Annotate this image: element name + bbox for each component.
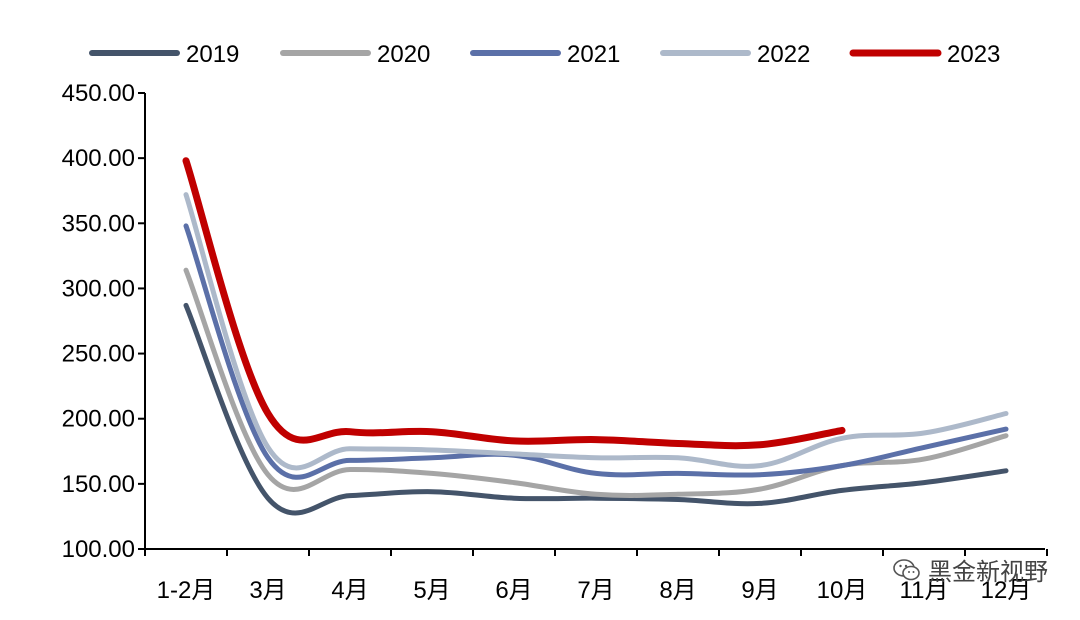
y-tick-label: 400.00 [62,145,135,172]
series-line-2023 [182,157,846,450]
series-line-2019 [183,302,1009,516]
x-tick-label: 7月 [577,577,614,604]
y-tick-label: 100.00 [62,536,135,563]
legend-label-2019: 2019 [186,41,239,68]
y-tick-label: 350.00 [62,210,135,237]
legend-label-2022: 2022 [757,41,810,68]
legend-label-2020: 2020 [377,41,430,68]
legend-label-2023: 2023 [947,41,1000,68]
watermark-text: 黑金新视野 [928,558,1048,586]
x-tick-label: 3月 [249,577,286,604]
x-tick-label: 11月 [900,577,949,604]
y-tick-label: 250.00 [62,341,135,368]
x-tick-label: 4月 [331,577,368,604]
y-axis: 100.00 150.00 200.00 250.00 300.00 350.00 400.… [62,80,146,563]
x-tick-label: 10月 [817,577,868,604]
x-tick-label: 12月 [981,577,1032,604]
legend: 2019 2020 2021 2022 2023 [89,41,1000,68]
x-tick-label: 8月 [659,577,696,604]
x-axis: 1-2月 3月 4月 5月 6月 7月 8月 9月 10月 11月 12月 [144,548,1048,604]
y-tick-label: 200.00 [62,406,135,433]
plot-lines [182,157,1009,516]
watermark: 黑金新视野 [892,552,1048,587]
x-tick-label: 1-2月 [157,577,216,604]
y-tick-label: 450.00 [62,80,135,107]
series-line-2022 [183,192,1009,471]
x-tick-label: 9月 [741,577,778,604]
wechat-icon [893,558,920,580]
x-tick-label: 6月 [495,577,532,604]
y-tick-label: 300.00 [62,275,135,302]
legend-label-2021: 2021 [567,41,620,68]
series-line-2020 [183,267,1009,498]
series-line-2021 [183,223,1009,480]
x-tick-label: 5月 [413,577,450,604]
y-tick-label: 150.00 [62,471,135,498]
